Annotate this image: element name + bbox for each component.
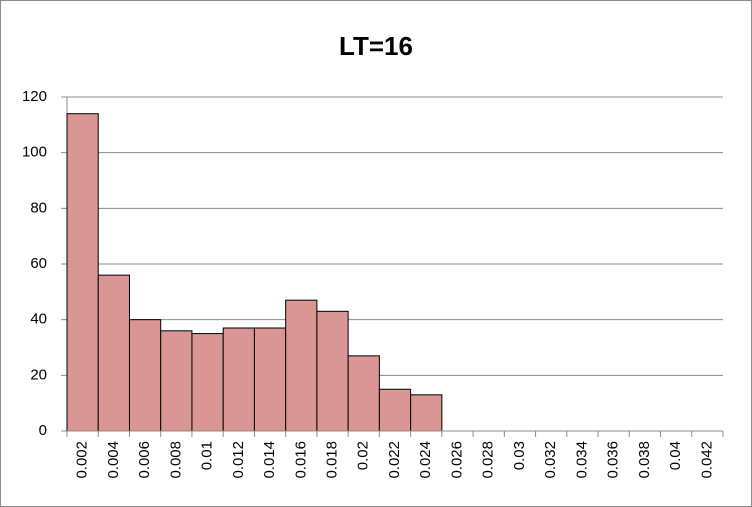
x-tick-label: 0.024 bbox=[417, 441, 434, 479]
y-tick-label: 80 bbox=[30, 199, 47, 216]
x-tick-label: 0.042 bbox=[698, 441, 715, 479]
x-tick-label: 0.04 bbox=[667, 441, 684, 470]
bar bbox=[316, 310, 349, 432]
y-tick-label: 20 bbox=[30, 366, 47, 383]
y-tick-label: 60 bbox=[30, 255, 47, 272]
bar bbox=[128, 319, 162, 432]
bar bbox=[97, 274, 130, 432]
x-tick-label: 0.038 bbox=[636, 441, 653, 479]
x-tick-label: 0.004 bbox=[105, 441, 122, 479]
x-tick-label: 0.012 bbox=[230, 441, 247, 479]
x-tick-label: 0.032 bbox=[542, 441, 559, 479]
bar bbox=[66, 113, 99, 432]
x-tick-label: 0.006 bbox=[136, 441, 153, 479]
x-tick-label: 0.008 bbox=[167, 441, 184, 479]
bar bbox=[410, 394, 443, 432]
y-tick-label: 100 bbox=[22, 144, 47, 161]
x-tick-label: 0.028 bbox=[480, 441, 497, 479]
chart-title: LT=16 bbox=[339, 31, 413, 61]
x-tick-label: 0.02 bbox=[355, 441, 372, 470]
y-tick-label: 40 bbox=[30, 311, 47, 328]
bar bbox=[191, 333, 224, 432]
x-tick-label: 0.016 bbox=[292, 441, 309, 479]
x-tick-label: 0.026 bbox=[448, 441, 465, 479]
bar bbox=[222, 327, 255, 432]
bar bbox=[253, 327, 287, 432]
x-tick-label: 0.002 bbox=[74, 441, 91, 479]
x-tick-label: 0.03 bbox=[511, 441, 528, 470]
x-tick-label: 0.034 bbox=[573, 441, 590, 479]
bar bbox=[160, 330, 193, 432]
x-tick-label: 0.01 bbox=[199, 441, 216, 470]
x-tick-label: 0.014 bbox=[261, 441, 278, 479]
x-tick-label: 0.036 bbox=[605, 441, 622, 479]
x-tick-label: 0.022 bbox=[386, 441, 403, 479]
y-tick-label: 0 bbox=[39, 422, 47, 439]
bar bbox=[285, 299, 318, 432]
bar bbox=[347, 355, 380, 432]
bar bbox=[378, 388, 412, 432]
y-tick-label: 120 bbox=[22, 88, 47, 105]
x-tick-label: 0.018 bbox=[323, 441, 340, 479]
